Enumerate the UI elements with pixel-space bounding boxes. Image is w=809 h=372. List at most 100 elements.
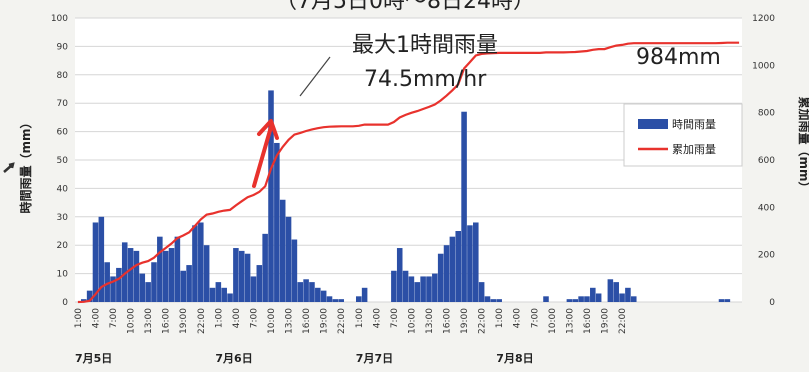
right-tick-label: 0	[769, 298, 775, 308]
rain-bar	[133, 250, 140, 302]
rain-bar	[402, 270, 409, 302]
rain-bar	[619, 293, 625, 302]
x-tick-label: 13:00	[285, 308, 295, 334]
x-tick-label: 16:00	[162, 308, 172, 334]
left-tick-label: 40	[57, 184, 69, 194]
x-tick-label: 4:00	[513, 308, 523, 328]
edge-arrow-mark	[3, 162, 15, 173]
right-axis-ticks: 0 200 400 600 800 1000 1200	[752, 14, 775, 308]
rain-bar	[309, 282, 315, 302]
x-tick-label: 19:00	[460, 308, 470, 334]
x-tick-label: 7:00	[250, 308, 260, 328]
left-axis-label: 時間雨量（mm）	[18, 116, 33, 213]
x-tick-label: 22:00	[197, 308, 207, 334]
rain-bar	[566, 299, 573, 302]
day-label: 7月5日	[75, 352, 112, 365]
legend-line-label: 累加雨量	[672, 143, 716, 156]
right-tick-label: 1200	[752, 14, 775, 24]
left-tick-label: 70	[57, 99, 69, 109]
rain-bar	[256, 265, 263, 302]
left-tick-label: 20	[57, 241, 69, 251]
rain-bar	[227, 293, 233, 302]
rain-bar	[496, 299, 502, 302]
rain-bar	[198, 222, 204, 302]
x-tick-label: 1:00	[355, 308, 365, 328]
rain-bar	[484, 296, 491, 302]
rain-bar	[274, 142, 280, 302]
rain-bar	[315, 287, 321, 302]
rain-bar	[607, 279, 614, 302]
x-tick-label: 1:00	[214, 308, 224, 328]
x-tick-label: 4:00	[372, 308, 382, 328]
rain-bar	[437, 253, 444, 302]
x-tick-label: 7:00	[390, 308, 400, 328]
rain-bar	[262, 233, 268, 302]
rain-bar	[221, 287, 227, 302]
x-tick-label: 4:00	[92, 308, 102, 328]
day-labels: 7月5日 7月6日 7月7日 7月8日	[75, 352, 534, 365]
rain-bar	[192, 225, 198, 302]
rain-bar	[572, 299, 579, 302]
x-tick-label: 13:00	[144, 308, 154, 334]
total-rain-annotation: 984mm	[636, 45, 721, 70]
rain-bar	[461, 111, 467, 302]
max-hourly-annotation: 最大1時間雨量 74.5mm/hr	[299, 33, 498, 97]
rain-bar	[478, 282, 485, 302]
rain-bar	[432, 273, 438, 302]
rain-bar	[426, 276, 432, 302]
right-tick-label: 400	[758, 203, 775, 213]
rain-bar	[578, 296, 584, 302]
rain-bar	[584, 296, 590, 302]
left-tick-label: 30	[57, 213, 69, 223]
rain-bar	[420, 276, 426, 302]
rain-bar	[121, 242, 128, 302]
rain-bar	[168, 248, 175, 302]
rain-bar	[613, 282, 619, 302]
rise-arrow-head	[257, 119, 279, 140]
x-tick-label: 10:00	[267, 308, 277, 334]
rain-bar	[408, 276, 415, 302]
right-tick-label: 600	[758, 156, 775, 166]
rain-bar	[209, 287, 216, 302]
rain-bar	[174, 236, 181, 302]
x-tick-label: 16:00	[443, 308, 453, 334]
max-hourly-leader	[299, 56, 331, 97]
rain-bar	[396, 248, 403, 302]
rain-bar	[285, 216, 292, 302]
x-tick-label: 22:00	[337, 308, 347, 334]
rain-bar	[92, 222, 99, 302]
rain-bar	[279, 199, 286, 302]
x-tick-label: 13:00	[425, 308, 435, 334]
rain-bar	[250, 276, 257, 302]
rain-bar	[86, 290, 93, 302]
rain-bar	[414, 282, 421, 302]
rain-bar	[443, 245, 450, 302]
rain-bar	[127, 248, 134, 302]
rain-bar	[630, 296, 637, 302]
x-tick-label: 19:00	[179, 308, 189, 334]
left-tick-label: 100	[51, 14, 68, 24]
chart-title: （7月5日0時〜8日24時）	[275, 0, 535, 14]
right-tick-label: 1000	[752, 61, 775, 71]
rain-bar	[595, 293, 602, 302]
legend-bar-label: 時間雨量	[672, 118, 716, 131]
rain-bar	[145, 282, 151, 302]
rain-bar	[355, 296, 362, 302]
rain-bar	[724, 299, 731, 302]
rain-bar	[543, 296, 549, 302]
left-tick-label: 80	[57, 71, 69, 81]
rain-bar	[338, 299, 344, 302]
rain-bar	[157, 236, 163, 302]
rain-bar	[391, 270, 397, 302]
rain-bar	[186, 265, 192, 302]
rain-bar	[110, 276, 116, 302]
x-tick-label: 7:00	[530, 308, 540, 328]
rain-bar	[116, 267, 122, 302]
x-tick-label: 7:00	[109, 308, 119, 328]
x-tick-label: 22:00	[618, 308, 628, 334]
right-axis-label: 累加雨量（mm）	[797, 96, 809, 193]
rain-bar	[361, 287, 368, 302]
rain-bar	[297, 282, 304, 302]
x-tick-label: 22:00	[478, 308, 488, 334]
